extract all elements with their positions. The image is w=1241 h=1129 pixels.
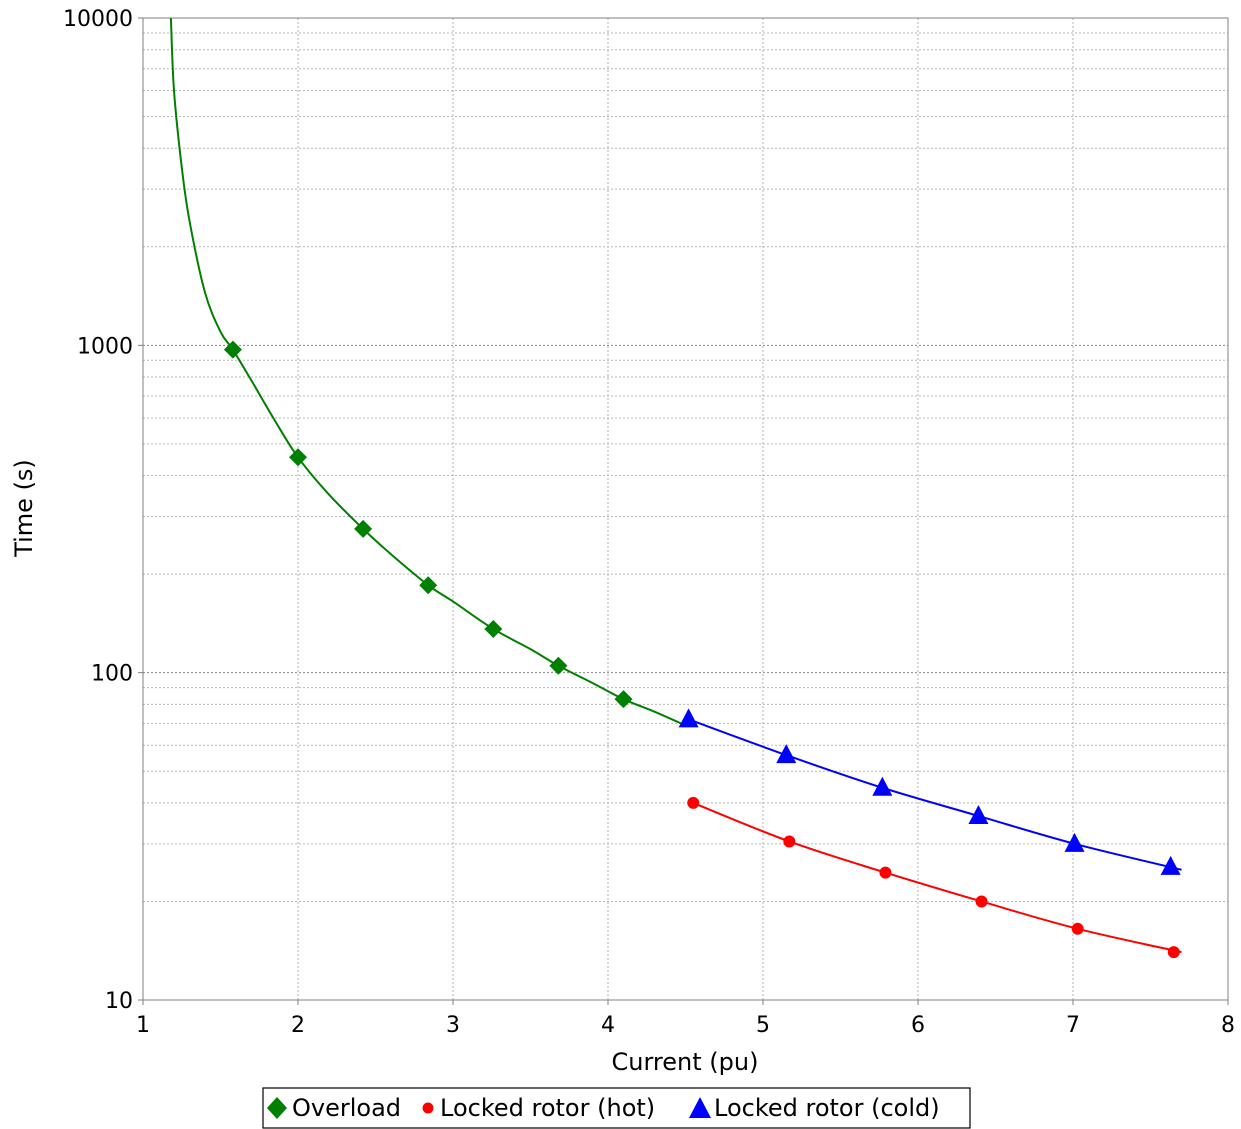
data-point [1167,946,1180,959]
legend-label-locked-rotor-hot: Locked rotor (hot) [440,1094,655,1122]
x-tick-label: 4 [601,1013,615,1038]
data-point [1064,832,1085,852]
legend: Overload Locked rotor (hot) Locked rotor… [262,1087,971,1129]
x-tick-label: 3 [446,1013,460,1038]
y-tick-label: 1000 [77,334,133,359]
data-point [1071,922,1084,935]
series-2 [678,708,1182,875]
data-point [776,744,797,764]
y-tick-label: 100 [91,662,133,687]
series-layer [169,17,1182,959]
data-point [975,895,988,908]
data-point [289,448,307,467]
data-point [872,776,893,796]
legend-diamond-marker [267,1097,287,1119]
series-0 [169,17,686,727]
x-tick-label: 8 [1221,1013,1235,1038]
data-point [879,866,892,879]
data-point [687,796,700,809]
plot-area-border [142,17,1229,1001]
series-line [692,801,1182,954]
data-point [419,576,438,595]
grid [143,18,1228,1000]
x-tick-label: 7 [1066,1013,1080,1038]
series-line [169,17,686,727]
x-tick-label: 1 [136,1013,150,1038]
legend-label-overload: Overload [292,1094,401,1122]
x-axis-label: Current (pu) [612,1048,759,1076]
series-1 [687,796,1182,959]
data-point [484,619,503,638]
x-tick-label: 5 [756,1013,770,1038]
legend-triangle-marker [689,1097,711,1118]
data-point [614,690,633,709]
legend-label-locked-rotor-cold: Locked rotor (cold) [714,1094,940,1122]
data-point [968,804,989,824]
data-point [783,835,796,848]
data-point [223,340,242,359]
x-tick-label: 2 [291,1013,305,1038]
series-line [688,718,1182,871]
y-axis-label: Time (s) [10,459,38,558]
tick-labels: 1 2 3 4 5 6 7 8 10 100 1000 10000 [63,7,1235,1038]
legend-circle-marker [422,1102,434,1114]
data-point [549,656,568,675]
y-tick-label: 10000 [63,7,133,32]
data-point [678,708,699,728]
x-tick-label: 6 [911,1013,925,1038]
y-tick-label: 10 [105,989,133,1014]
legend-box [262,1087,971,1129]
data-point [1160,855,1181,875]
data-point [354,519,373,538]
